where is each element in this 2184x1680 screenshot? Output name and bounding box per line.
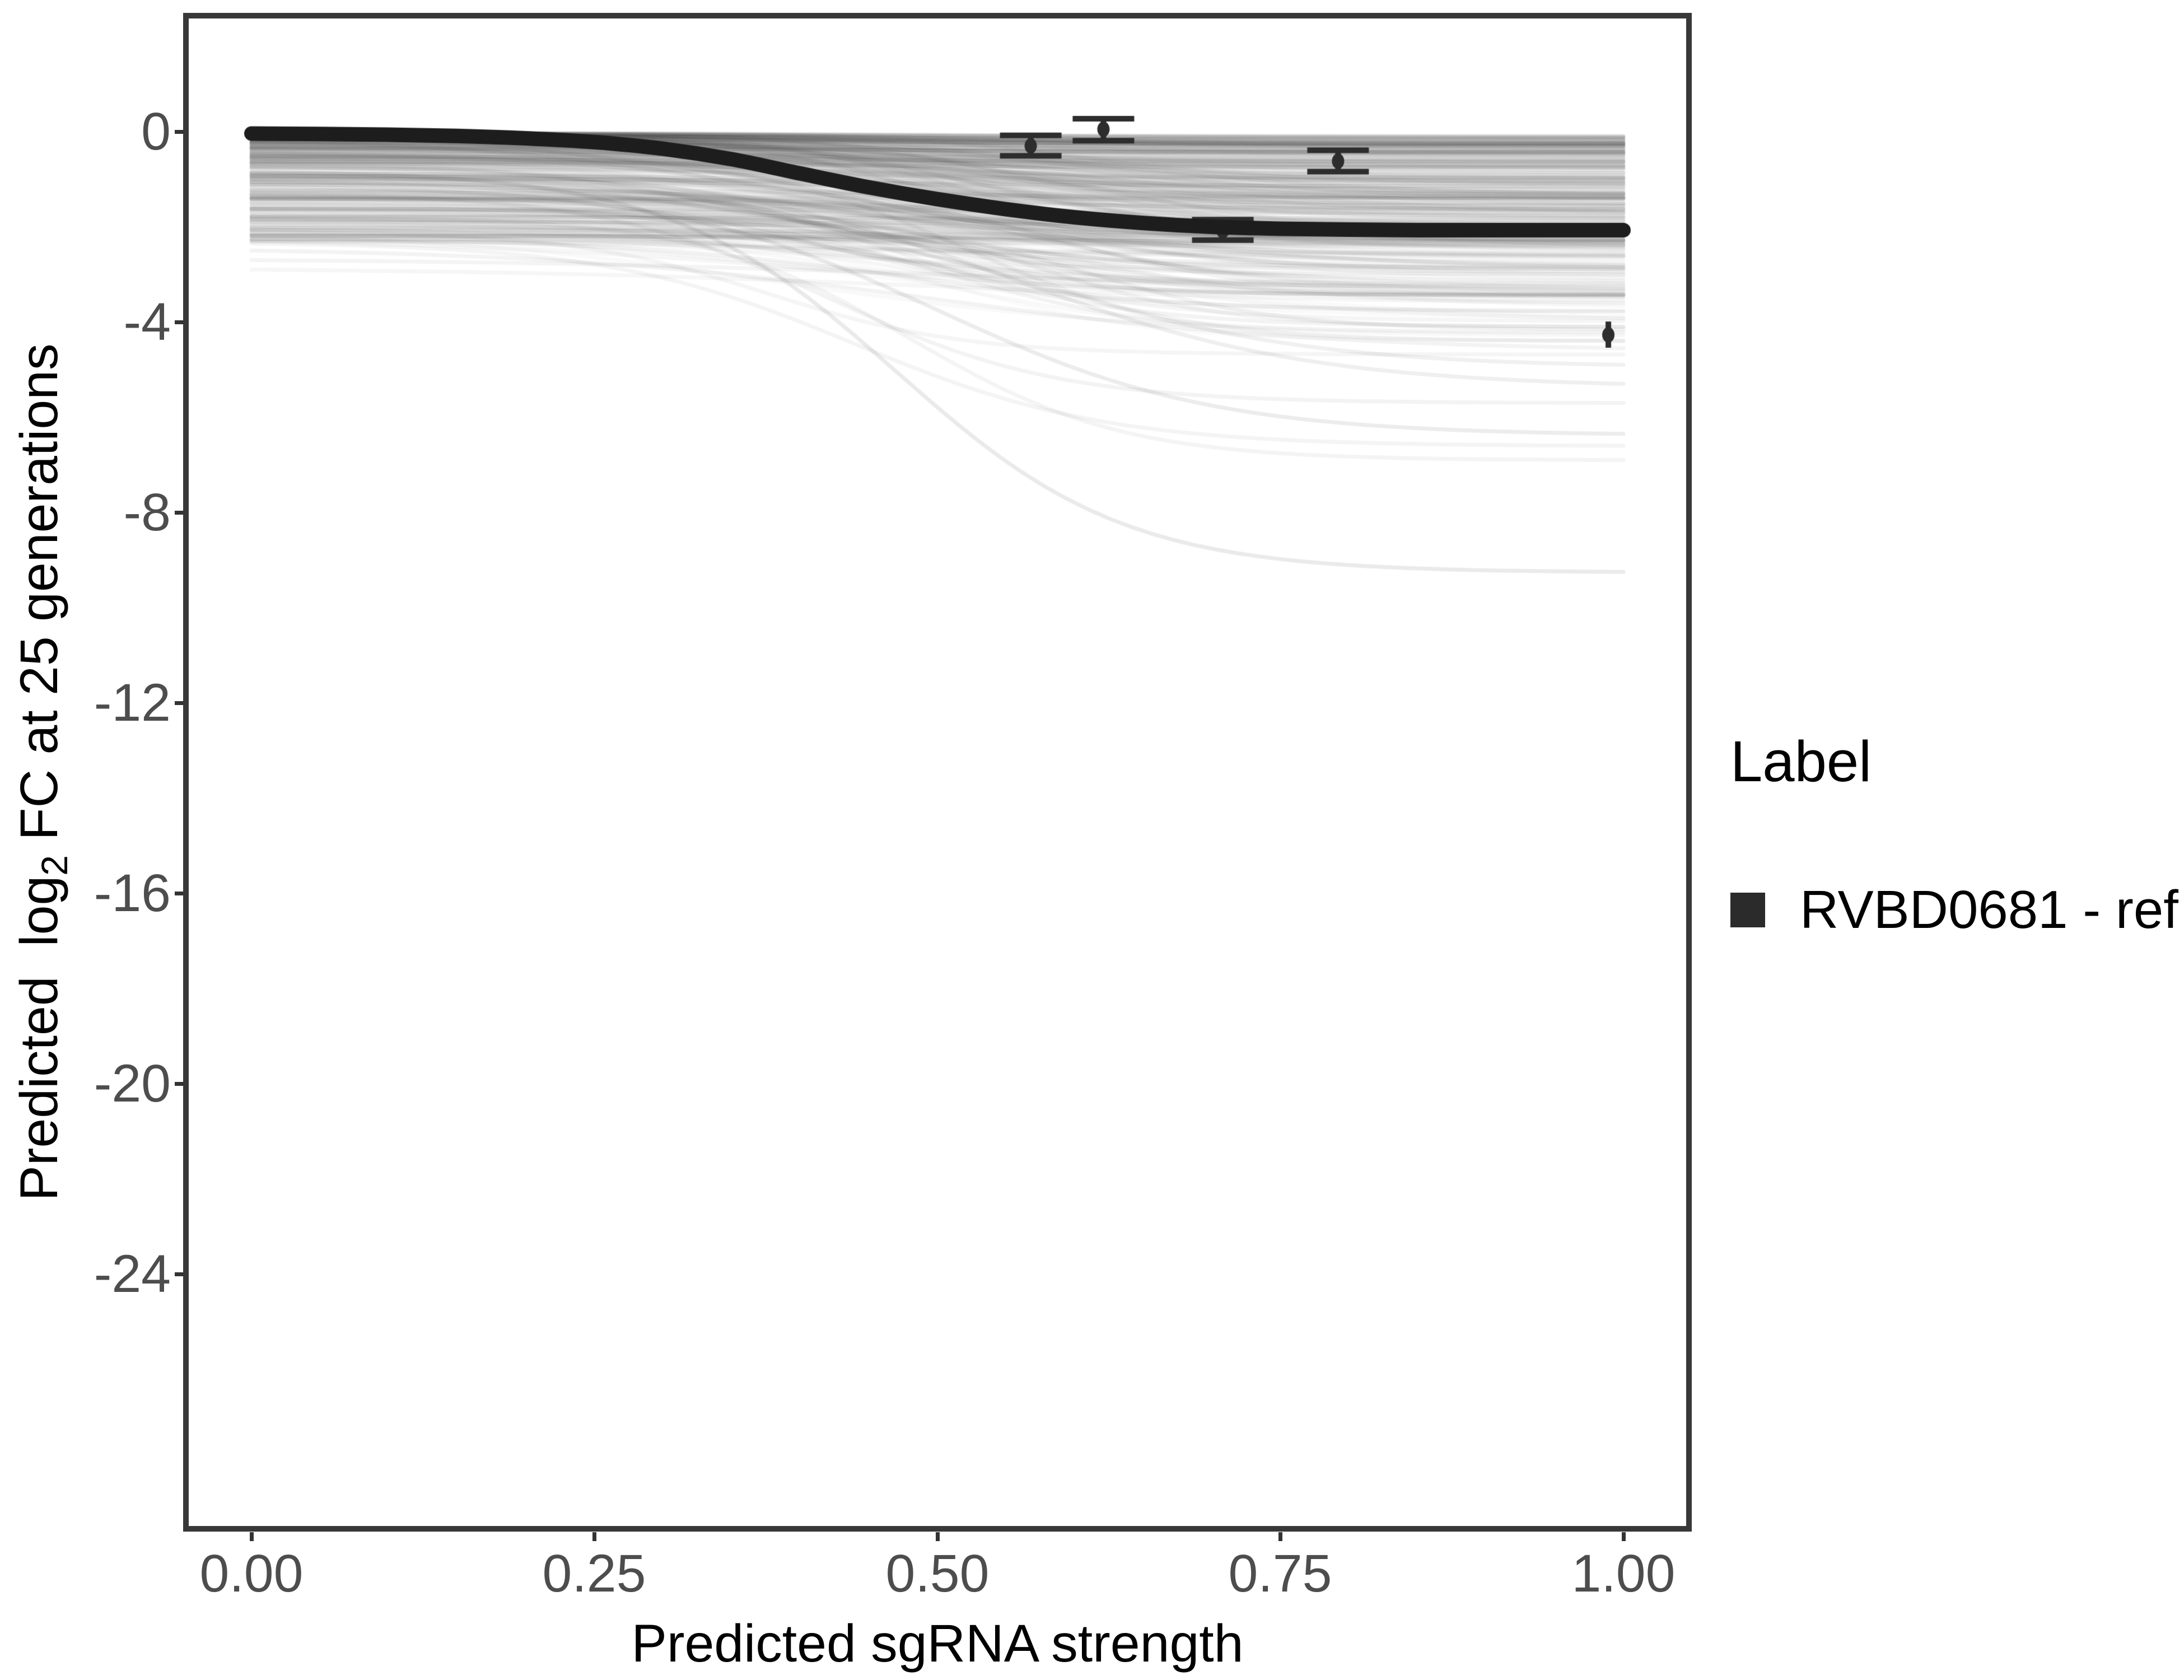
x-tick-mark (936, 1532, 940, 1541)
y-axis-title-post: FC at 25 generations (10, 343, 69, 855)
y-tick-mark (175, 701, 184, 705)
x-tick-label: 0.25 (542, 1544, 646, 1603)
y-axis-title-subscript: 2 (34, 855, 75, 876)
plot-panel-border (183, 13, 1692, 1532)
y-tick-label: 0 (141, 102, 171, 161)
y-tick-label: -8 (123, 483, 171, 542)
legend-item: RVBD0681 - ref (1730, 879, 2178, 941)
y-axis-title: Predicted log2 FC at 25 generations (8, 212, 75, 1332)
y-tick-mark (175, 511, 184, 515)
y-tick-label: -24 (94, 1244, 171, 1304)
x-tick-mark (592, 1532, 596, 1541)
x-tick-mark (1622, 1532, 1626, 1541)
legend-title: Label (1730, 729, 1872, 794)
y-tick-mark (175, 1082, 184, 1086)
y-tick-mark (175, 1272, 184, 1276)
x-tick-label: 1.00 (1571, 1544, 1676, 1603)
y-tick-mark (175, 892, 184, 895)
x-axis-title: Predicted sgRNA strength (631, 1614, 1244, 1673)
y-tick-label: -12 (94, 673, 171, 732)
y-tick-mark (175, 130, 184, 134)
x-tick-label: 0.00 (199, 1544, 304, 1603)
legend-swatch (1730, 893, 1765, 927)
legend-item-label: RVBD0681 - ref (1800, 880, 2178, 940)
x-tick-mark (250, 1532, 254, 1541)
x-tick-label: 0.75 (1228, 1544, 1332, 1603)
y-tick-label: -20 (94, 1054, 171, 1113)
y-tick-mark (175, 320, 184, 324)
y-tick-label: -16 (94, 864, 171, 923)
y-tick-label: -4 (123, 292, 171, 352)
x-tick-mark (1278, 1532, 1282, 1541)
y-axis-title-pre: Predicted log (10, 875, 69, 1201)
legend: Label RVBD0681 - ref (1730, 728, 2178, 941)
x-tick-label: 0.50 (885, 1544, 990, 1603)
